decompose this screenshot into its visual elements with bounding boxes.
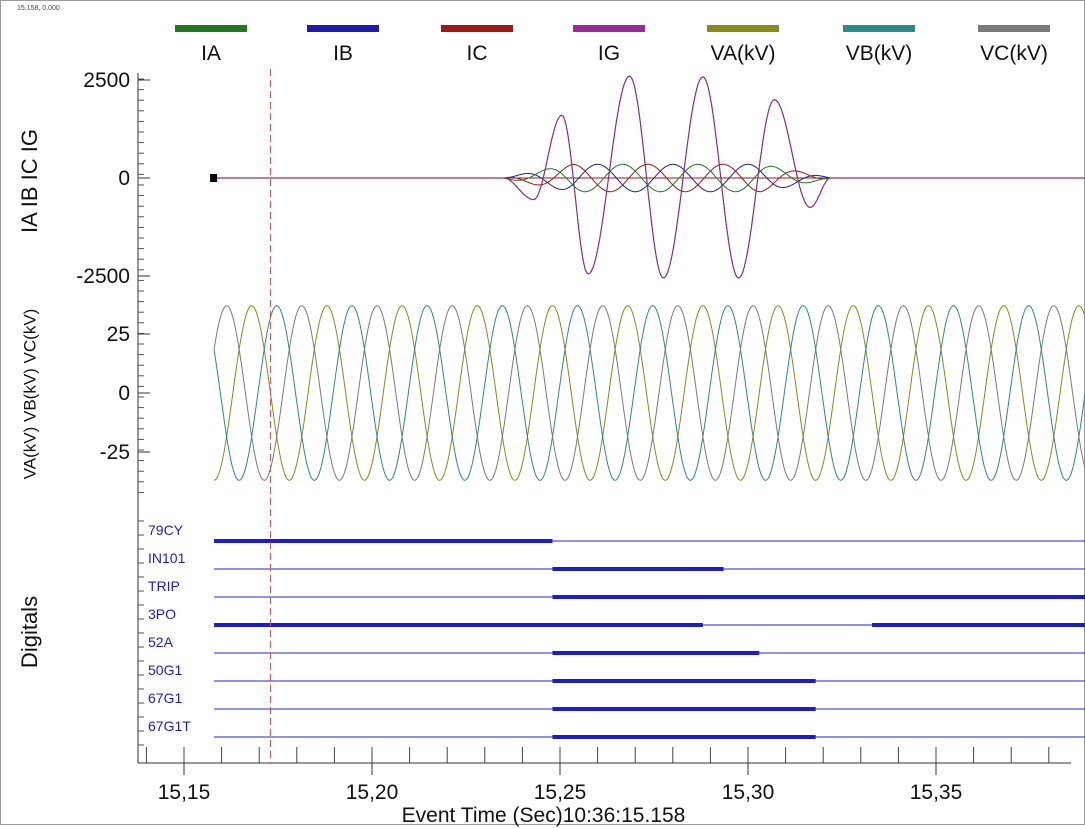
legend-label: IA <box>201 42 221 65</box>
voltage-tick-label: 25 <box>107 323 130 346</box>
vb-trace <box>213 305 1085 481</box>
digital-channel-label: 52A <box>148 634 174 650</box>
digital-channel-label: 79CY <box>148 522 184 538</box>
digital-channel-label: IN101 <box>148 550 186 566</box>
voltage-tick-label: 0 <box>118 382 130 405</box>
x-tick-label: 15,35 <box>910 781 963 804</box>
legend-label: IG <box>597 42 621 65</box>
legend-label: IC <box>466 42 488 65</box>
legend-item-vakv[interactable]: VA(kV) <box>688 25 798 66</box>
cursor-readout: 15.158, 0.000 <box>17 5 60 12</box>
legend-swatch <box>441 25 513 32</box>
legend-item-vckv[interactable]: VC(kV) <box>959 25 1069 66</box>
va-trace <box>213 305 1085 481</box>
legend-label: VC(kV) <box>980 42 1048 65</box>
legend-swatch <box>573 25 645 32</box>
legend-label: IB <box>333 42 353 65</box>
ic-fault-trace <box>503 163 831 193</box>
legend-item-ia[interactable]: IA <box>156 25 266 66</box>
legend-label: VA(kV) <box>710 42 776 65</box>
digital-channel-label: 50G1 <box>148 662 182 678</box>
legend-label: VB(kV) <box>845 42 913 65</box>
x-tick-label: 15,15 <box>158 781 211 804</box>
ia-fault-trace <box>503 163 831 193</box>
legend-swatch <box>978 25 1050 32</box>
voltage-tick-label: -25 <box>100 441 130 464</box>
legend-swatch <box>707 25 779 32</box>
legend-swatch <box>307 25 379 32</box>
current-tick-label: 2500 <box>83 69 130 92</box>
x-tick-label: 15,20 <box>346 781 399 804</box>
x-axis-label: Event Time (Sec)10:36:15.158 <box>401 804 686 827</box>
x-tick-label: 15,30 <box>722 781 775 804</box>
x-tick-label: 15,25 <box>534 781 587 804</box>
legend-item-vbkv[interactable]: VB(kV) <box>824 25 934 66</box>
digital-channel-label: 3PO <box>148 606 176 622</box>
current-tick-label: -2500 <box>76 265 130 288</box>
ig-trace <box>214 75 1085 279</box>
current-tick-label: 0 <box>118 167 130 190</box>
legend-item-ib[interactable]: IB <box>288 25 398 66</box>
ia-overlap-trace <box>214 75 1085 279</box>
vc-trace <box>213 305 1085 481</box>
digital-channel-label: 67G1T <box>148 718 191 734</box>
ib-fault-trace <box>503 163 831 193</box>
legend-swatch <box>843 25 915 32</box>
legend-swatch <box>175 25 247 32</box>
start-marker <box>210 174 218 182</box>
digital-channel-label: 67G1 <box>148 690 182 706</box>
legend-item-ic[interactable]: IC <box>422 25 532 66</box>
digital-channel-label: TRIP <box>148 578 180 594</box>
legend-item-ig[interactable]: IG <box>554 25 664 66</box>
